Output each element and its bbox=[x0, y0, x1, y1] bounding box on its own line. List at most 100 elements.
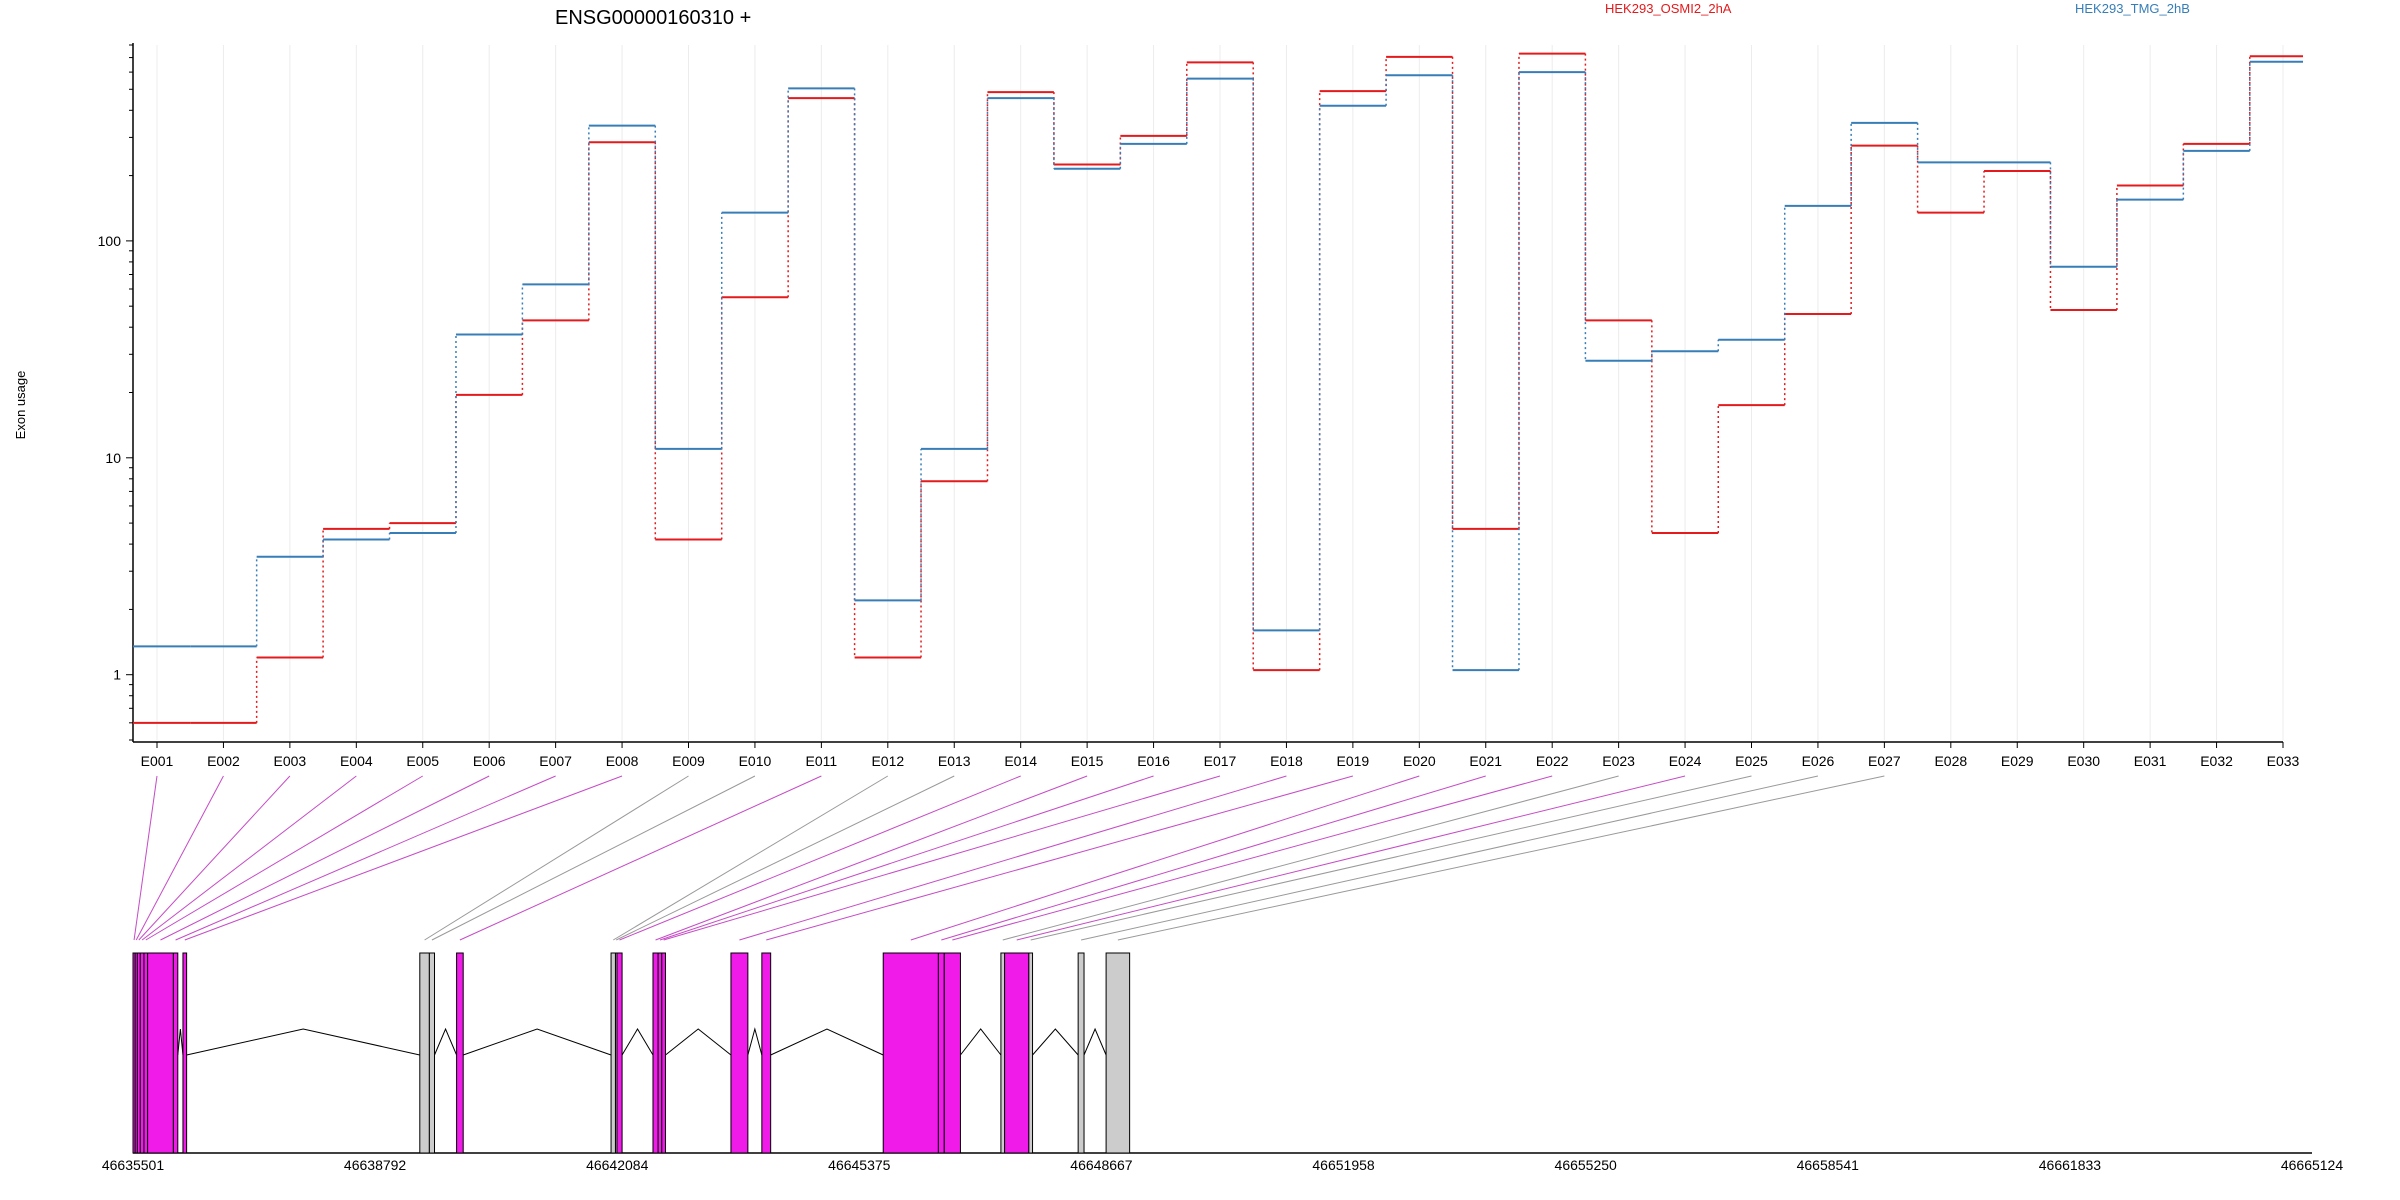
x-tick-label-E016: E016 bbox=[1137, 753, 1170, 769]
connector-E015 bbox=[655, 775, 1088, 941]
intron-line bbox=[463, 1028, 612, 1056]
exon-box-E004 bbox=[139, 952, 145, 1154]
gene-coordinate-label: 46642084 bbox=[586, 1157, 649, 1173]
connector-E024 bbox=[1016, 775, 1686, 941]
x-tick-label-E017: E017 bbox=[1204, 753, 1237, 769]
x-tick-label-E008: E008 bbox=[606, 753, 639, 769]
intron-line bbox=[621, 1028, 654, 1056]
connector-E004 bbox=[141, 775, 357, 941]
x-tick-label-E032: E032 bbox=[2200, 753, 2233, 769]
x-tick-label-E007: E007 bbox=[539, 753, 572, 769]
intron-line bbox=[665, 1028, 732, 1056]
y-tick-label: 100 bbox=[98, 233, 122, 249]
y-tick-label: 1 bbox=[113, 667, 121, 683]
exon-box-E018 bbox=[730, 952, 749, 1154]
connector-E002 bbox=[135, 775, 224, 941]
connector-E006 bbox=[160, 775, 490, 941]
exon-box-E016 bbox=[657, 952, 663, 1154]
intron-line bbox=[434, 1027, 458, 1056]
gene-coordinate-label: 46655250 bbox=[1555, 1157, 1618, 1173]
connector-E025 bbox=[1030, 775, 1752, 941]
exon-box-E008 bbox=[182, 952, 188, 1154]
x-tick-label-E019: E019 bbox=[1337, 753, 1370, 769]
x-tick-label-E004: E004 bbox=[340, 753, 373, 769]
connector-E016 bbox=[659, 775, 1154, 941]
exon-connectors bbox=[133, 775, 1885, 941]
exon-box-E009 bbox=[419, 952, 430, 1154]
x-tick-label-E003: E003 bbox=[274, 753, 307, 769]
connector-E022 bbox=[952, 775, 1553, 941]
gene-coordinate-label: 46648667 bbox=[1070, 1157, 1133, 1173]
x-tick-label-E018: E018 bbox=[1270, 753, 1303, 769]
gene-coordinate-label: 46635501 bbox=[102, 1157, 165, 1173]
gene-coordinate-label: 46638792 bbox=[344, 1157, 407, 1173]
exon-box-E023 bbox=[1000, 952, 1006, 1154]
gene-coordinate-label: 46651958 bbox=[1312, 1157, 1375, 1173]
x-tick-label-E025: E025 bbox=[1735, 753, 1768, 769]
x-tick-label-E027: E027 bbox=[1868, 753, 1901, 769]
intron-line bbox=[177, 1028, 184, 1056]
exon-box-E011 bbox=[456, 952, 464, 1154]
gene-model: 46635501 46638792 46642084 46645375 46648667… bbox=[102, 952, 2344, 1173]
intron-line bbox=[747, 1027, 763, 1056]
x-tick-label-E023: E023 bbox=[1602, 753, 1635, 769]
x-tick-label-E005: E005 bbox=[406, 753, 439, 769]
connector-E013 bbox=[615, 775, 955, 941]
connector-E009 bbox=[424, 775, 689, 941]
legend-label-tmg: HEK293_TMG_2hB bbox=[2075, 1, 2190, 16]
x-tick-label-E024: E024 bbox=[1669, 753, 1702, 769]
exon-box-E015 bbox=[652, 952, 659, 1154]
x-tick-label-E009: E009 bbox=[672, 753, 705, 769]
gene-coordinate-label: 46665124 bbox=[2281, 1157, 2344, 1173]
x-tick-label-E020: E020 bbox=[1403, 753, 1436, 769]
exon-box-E006 bbox=[147, 952, 174, 1154]
x-tick-label-E030: E030 bbox=[2067, 753, 2100, 769]
legend-label-osmi2: HEK293_OSMI2_2hA bbox=[1605, 1, 1732, 16]
exon-box-E012 bbox=[610, 952, 616, 1154]
exon-box-E026 bbox=[1077, 952, 1085, 1154]
x-tick-label-E026: E026 bbox=[1802, 753, 1835, 769]
x-tick-label-E001: E001 bbox=[141, 753, 174, 769]
grid-lines bbox=[156, 45, 2284, 740]
x-tick-label-E013: E013 bbox=[938, 753, 971, 769]
exon-box-E021 bbox=[937, 952, 945, 1154]
intron-line bbox=[960, 1028, 1002, 1056]
connector-E023 bbox=[1002, 775, 1619, 941]
connector-E021 bbox=[941, 775, 1486, 941]
connector-E011 bbox=[459, 775, 822, 941]
connector-E005 bbox=[145, 775, 424, 941]
x-tick-label-E022: E022 bbox=[1536, 753, 1569, 769]
exon-box-E024 bbox=[1004, 952, 1030, 1154]
x-tick-label-E028: E028 bbox=[1934, 753, 1967, 769]
gene-coordinate-label: 46661833 bbox=[2039, 1157, 2102, 1173]
x-tick-label-E031: E031 bbox=[2134, 753, 2167, 769]
connector-E017 bbox=[663, 775, 1221, 941]
series-lines bbox=[133, 52, 2303, 724]
chart-title: ENSG00000160310 + bbox=[555, 7, 751, 29]
gene-coordinate-label: 46658541 bbox=[1797, 1157, 1860, 1173]
x-tick-label-E010: E010 bbox=[739, 753, 772, 769]
intron-line bbox=[186, 1028, 420, 1056]
x-tick-label-E021: E021 bbox=[1469, 753, 1502, 769]
intron-line bbox=[770, 1028, 884, 1056]
intron-line bbox=[1032, 1028, 1079, 1056]
x-tick-label-E012: E012 bbox=[871, 753, 904, 769]
x-tick-label-E015: E015 bbox=[1071, 753, 1104, 769]
exon-box-E010 bbox=[428, 952, 436, 1154]
x-tick-label-E033: E033 bbox=[2267, 753, 2300, 769]
exon-box-E020 bbox=[882, 952, 939, 1154]
connector-E012 bbox=[613, 775, 889, 941]
connector-E010 bbox=[431, 775, 756, 941]
intron-line bbox=[1083, 1027, 1107, 1056]
connector-E014 bbox=[619, 775, 1021, 941]
connector-E001 bbox=[133, 775, 158, 941]
connector-E026 bbox=[1080, 775, 1819, 941]
exon-box-E014 bbox=[616, 952, 623, 1154]
connector-E027 bbox=[1117, 775, 1885, 941]
connector-E020 bbox=[910, 775, 1420, 941]
exon-box-E019 bbox=[761, 952, 772, 1154]
connector-E003 bbox=[138, 775, 291, 941]
x-tick-label-E029: E029 bbox=[2001, 753, 2034, 769]
